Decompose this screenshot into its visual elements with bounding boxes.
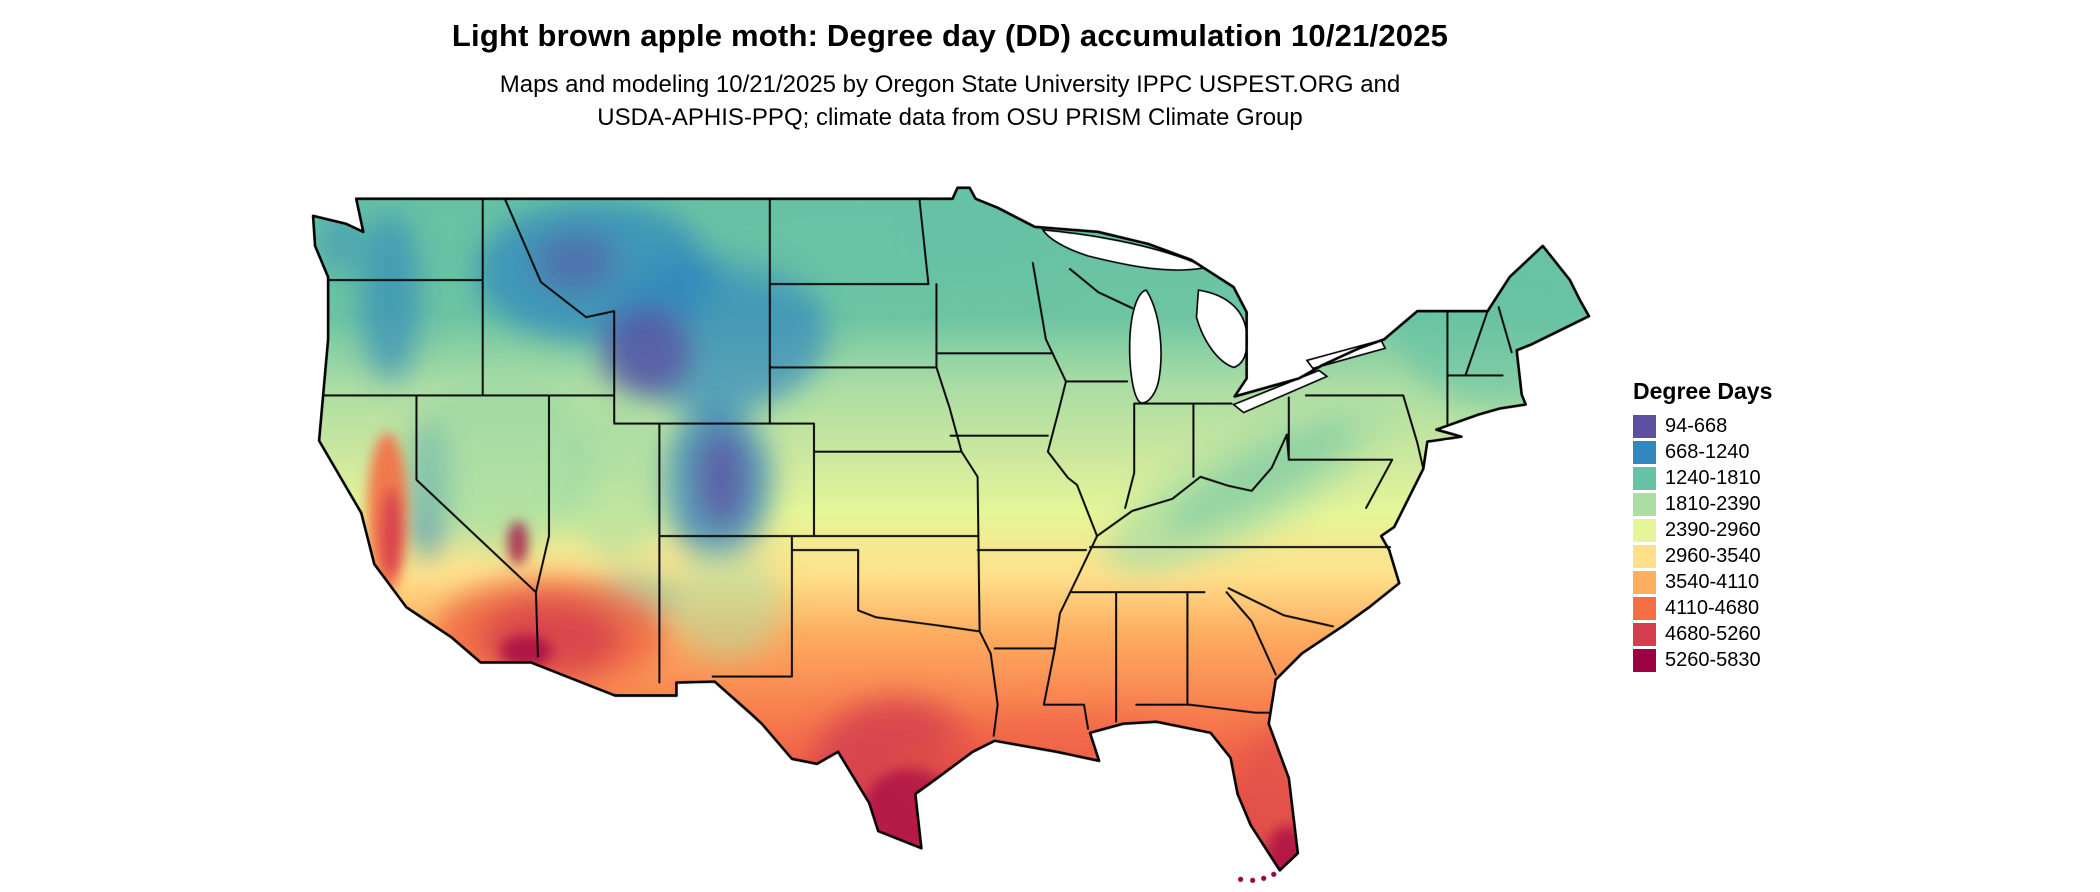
legend-swatch: [1633, 545, 1656, 568]
subtitle-line-2: USDA-APHIS-PPQ; climate data from OSU PR…: [597, 104, 1303, 131]
subtitle-line-1: Maps and modeling 10/21/2025 by Oregon S…: [499, 71, 1401, 98]
figure-header: Light brown apple moth: Degree day (DD) …: [0, 18, 1900, 134]
legend-swatch: [1633, 571, 1656, 594]
legend-swatch: [1633, 649, 1656, 672]
us-degree-day-map: [295, 178, 1600, 888]
legend-swatch: [1633, 519, 1656, 542]
legend-row: 4680-5260: [1633, 623, 1772, 646]
legend-swatch: [1633, 415, 1656, 438]
legend-row: 4110-4680: [1633, 597, 1772, 620]
legend-row: 668-1240: [1633, 441, 1772, 464]
legend-bins: 94-668 668-1240 1240-1810 1810-2390 2390-296…: [1633, 415, 1772, 672]
legend-swatch: [1633, 597, 1656, 620]
legend-row: 2960-3540: [1633, 545, 1772, 568]
legend-bin-label: 1240-1810: [1665, 467, 1761, 489]
legend-swatch: [1633, 623, 1656, 646]
us-map-svg: [311, 186, 1591, 883]
legend-bin-label: 2960-3540: [1665, 545, 1761, 567]
page-subtitle: Maps and modeling 10/21/2025 by Oregon S…: [0, 68, 1900, 134]
lake-superior: [1041, 228, 1206, 271]
legend-bin-label: 4680-5260: [1665, 623, 1761, 645]
state-borders: [322, 197, 1513, 737]
page-title: Light brown apple moth: Degree day (DD) …: [451, 18, 1449, 53]
florida-keys: [1238, 871, 1277, 883]
legend-row: 1240-1810: [1633, 467, 1772, 490]
legend-bin-label: 4110-4680: [1665, 597, 1760, 619]
legend-row: 3540-4110: [1633, 571, 1772, 594]
legend-bin-label: 1810-2390: [1665, 493, 1761, 515]
legend-bin-label: 668-1240: [1665, 441, 1750, 463]
legend-title: Degree Days: [1633, 378, 1773, 404]
legend-bin-label: 3540-4110: [1665, 571, 1760, 593]
legend-row: 94-668: [1633, 415, 1772, 438]
legend-row: 5260-5830: [1633, 649, 1772, 672]
legend-swatch: [1633, 467, 1656, 490]
map-raster: [313, 187, 1589, 871]
legend-swatch: [1633, 493, 1656, 516]
lake-huron: [1195, 289, 1248, 369]
legend-row: 2390-2960: [1633, 519, 1772, 542]
legend-row: 1810-2390: [1633, 493, 1772, 516]
map-legend: Degree Days 94-668 668-1240 1240-1810 1810-…: [1633, 378, 1772, 675]
legend-bin-label: 5260-5830: [1665, 649, 1761, 671]
legend-swatch: [1633, 441, 1656, 464]
legend-bin-label: 2390-2960: [1665, 519, 1761, 541]
legend-bin-label: 94-668: [1665, 415, 1728, 437]
